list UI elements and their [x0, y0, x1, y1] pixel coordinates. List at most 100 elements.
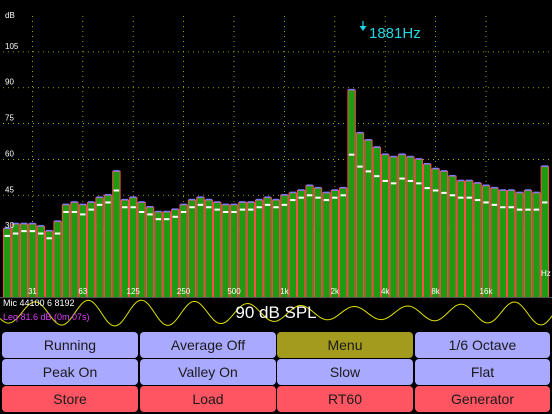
spectrum-bar [230, 204, 238, 297]
spectrum-bars [3, 88, 549, 297]
x-unit-label: Hz [541, 269, 551, 278]
spectrum-bar [297, 190, 305, 297]
x-tick-label: 31 [28, 287, 37, 296]
spectrum-bar [121, 200, 129, 297]
spectrum-bar [507, 190, 515, 297]
spectrum-bar [431, 168, 440, 297]
spectrum-bar [171, 209, 179, 297]
spectrum-bar [129, 197, 137, 297]
spectrum-bar [62, 204, 70, 297]
load-button[interactable]: Load [140, 386, 276, 412]
spectrum-bar [280, 195, 289, 297]
spectrum-bar [356, 133, 364, 297]
rt60-button[interactable]: RT60 [277, 386, 413, 412]
leq-readout: Leq 81.6 dB (0m 07s) [3, 312, 90, 322]
spectrum-bar [440, 171, 448, 297]
x-tick-label: 8k [431, 287, 440, 296]
spectrum-bar [137, 202, 146, 297]
spectrum-bar [339, 188, 347, 297]
spectrum-bar [188, 200, 196, 297]
spectrum-bar [238, 202, 247, 297]
spectrum-bar [45, 231, 53, 297]
spectrum-bar [490, 188, 499, 297]
spectrum-bar [398, 154, 406, 297]
spectrum-bar [247, 202, 255, 297]
y-tick-label: 105 [5, 42, 19, 51]
generator-button[interactable]: Generator [415, 386, 550, 412]
spectrum-bar [423, 164, 431, 297]
x-axis-labels: 31 63 125 250 500 1k 2k 4k 8k 16k [28, 287, 493, 296]
spectrum-bar [457, 180, 465, 297]
spectrum-bar [28, 223, 37, 297]
y-tick-label: 90 [5, 78, 14, 87]
x-tick-label: 1k [280, 287, 289, 296]
spectrum-bar [541, 166, 549, 297]
spectrum-bar [473, 183, 482, 297]
spectrum-bar [364, 140, 373, 297]
slow-button[interactable]: Slow [277, 359, 413, 385]
spectrum-bar [179, 204, 188, 297]
x-tick-label: 125 [127, 287, 141, 296]
spectrum-bar [37, 226, 45, 297]
spectrum-bar [305, 185, 314, 297]
x-tick-label: 16k [480, 287, 494, 296]
spectrum-bar [415, 159, 423, 297]
valley-on-button[interactable]: Valley On [140, 359, 276, 385]
running-button[interactable]: Running [2, 332, 138, 358]
spectrum-bar [406, 157, 415, 297]
spectrum-bar [3, 228, 11, 297]
peak-frequency-label: 1881Hz [369, 25, 421, 42]
spectrum-bar [11, 223, 20, 297]
spectrum-bar [532, 192, 541, 297]
spectrum-bar [154, 212, 163, 297]
flat-button[interactable]: Flat [415, 359, 550, 385]
peak-frequency-marker: 1881Hz [359, 21, 421, 42]
spectrum-bar [221, 204, 230, 297]
x-tick-label: 2k [331, 287, 340, 296]
spectrum-bar [524, 190, 532, 297]
spectrum-bar [20, 223, 28, 297]
spectrum-bar [314, 188, 322, 297]
store-button[interactable]: Store [2, 386, 138, 412]
spl-readout: 90 dB SPL [235, 303, 317, 322]
mic-info-label: Mic 44100 6 8192 [3, 298, 75, 308]
spectrum-bar [87, 202, 95, 297]
octave-button[interactable]: 1/6 Octave [415, 332, 550, 358]
spectrum-bar [255, 200, 263, 297]
control-panel: Running Average Off Menu 1/6 Octave Peak… [0, 331, 552, 414]
spectrum-bar [112, 171, 121, 297]
peak-on-button[interactable]: Peak On [2, 359, 138, 385]
spectrum-bar [448, 176, 457, 297]
peak-marker-arrow-icon [359, 26, 367, 31]
spectrum-bar [331, 190, 339, 297]
waveform-scope [0, 297, 552, 327]
spectrum-bar [146, 207, 154, 297]
y-tick-label: 60 [5, 149, 14, 158]
y-axis-labels: 30 45 60 75 90 105 [5, 42, 19, 230]
spectrum-bar [381, 154, 389, 297]
waveform-trace [0, 299, 552, 327]
spectrum-bar [213, 202, 221, 297]
x-tick-label: 4k [381, 287, 390, 296]
x-tick-label: 250 [177, 287, 191, 296]
spectrum-bar [53, 221, 62, 297]
y-axis-title: dB [5, 11, 15, 20]
spectrum-bar [104, 195, 112, 297]
menu-button[interactable]: Menu [277, 332, 413, 358]
spectrum-bar [263, 197, 272, 297]
spectrum-bar [196, 197, 205, 297]
spectrum-bar [515, 192, 524, 297]
spectrum-bar [322, 192, 331, 297]
spectrum-bar [272, 200, 280, 297]
spectrum-analyzer-chart[interactable]: 30 45 60 75 90 105 31 63 125 250 500 1k 2k 4k 8k 16k d… [0, 0, 552, 297]
spectrum-bar [373, 147, 381, 297]
spectrum-bar [347, 90, 356, 297]
spectrum-bar [465, 180, 473, 297]
x-tick-label: 500 [227, 287, 241, 296]
spectrum-bar [289, 192, 297, 297]
spectrum-bar [389, 157, 398, 297]
spectrum-bar [205, 200, 213, 297]
spectrum-bar [95, 197, 104, 297]
average-off-button[interactable]: Average Off [140, 332, 276, 358]
spectrum-bar [70, 202, 79, 297]
